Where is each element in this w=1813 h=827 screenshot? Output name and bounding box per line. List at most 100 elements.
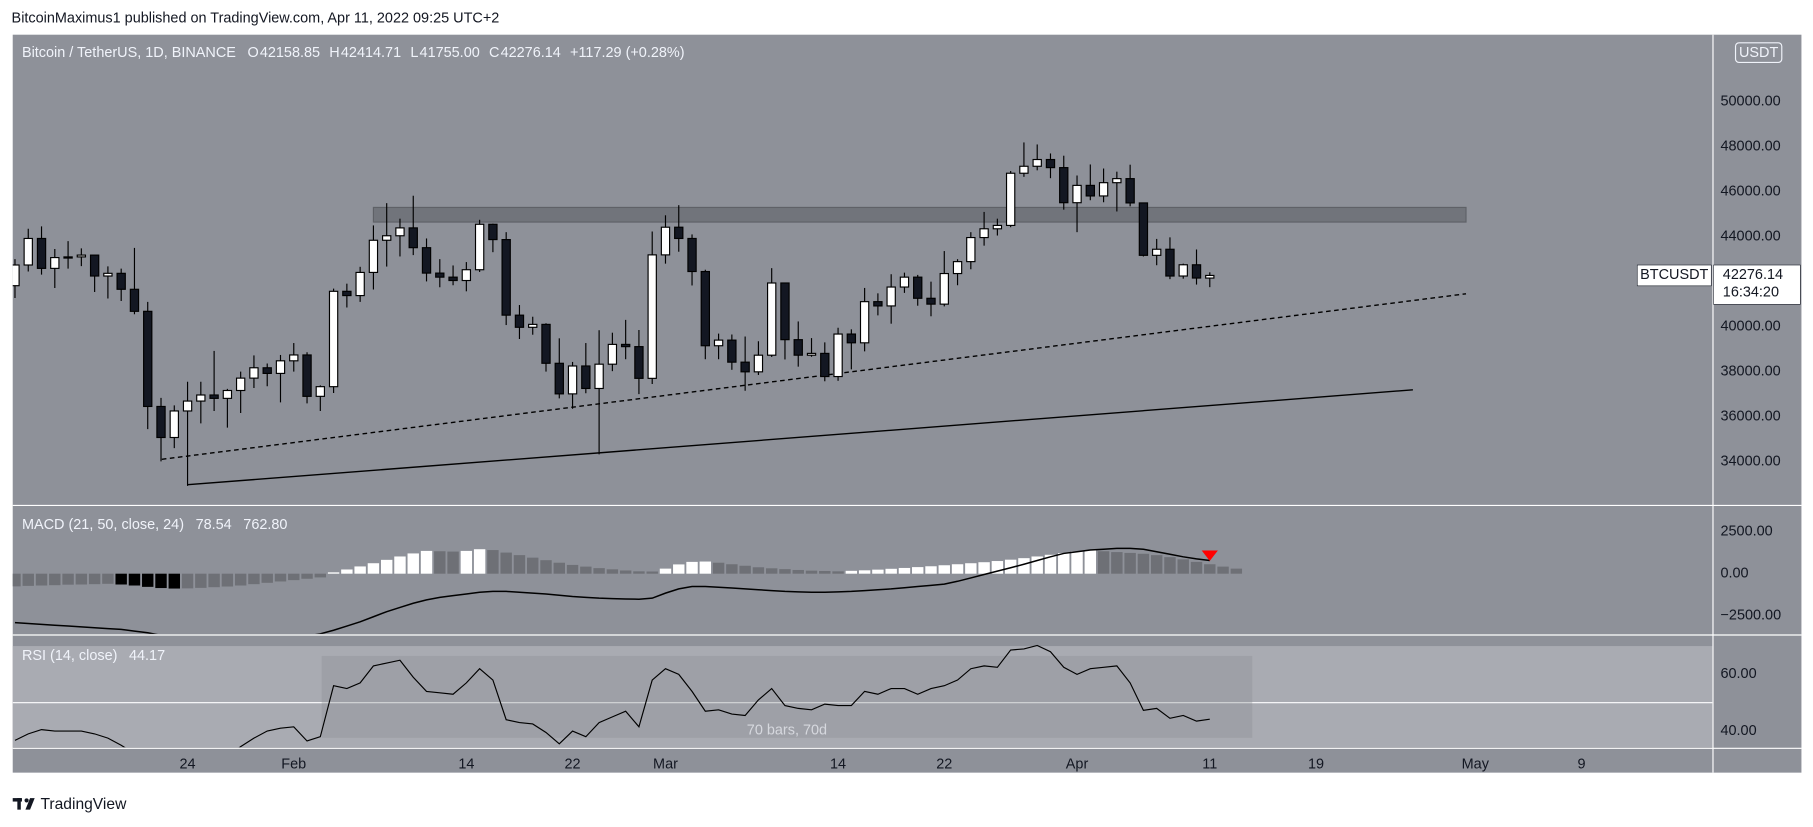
- candle-body: [129, 288, 140, 312]
- histogram-bar: [288, 573, 300, 581]
- histogram-bar: [938, 565, 950, 574]
- histogram-bar: [208, 573, 220, 588]
- histogram-bar: [898, 567, 911, 574]
- candle-body: [1059, 167, 1069, 204]
- histogram-bar: [1150, 555, 1163, 574]
- histogram-bar: [447, 551, 459, 574]
- histogram-bar: [473, 549, 486, 574]
- histogram-bar: [765, 568, 778, 574]
- histogram-bar: [792, 569, 804, 574]
- histogram-bar: [261, 573, 273, 583]
- histogram-bar: [1177, 559, 1189, 574]
- candle-body: [939, 272, 949, 305]
- candle-body: [289, 354, 299, 362]
- candle-body: [169, 410, 179, 439]
- price-label: 42276.14: [1723, 267, 1783, 283]
- ohlc-value: 42414.71: [341, 45, 401, 61]
- histogram-bar: [88, 573, 101, 585]
- histogram-bar: [301, 573, 313, 579]
- tradingview-logo: [12, 798, 35, 810]
- candle-body: [780, 282, 790, 341]
- histogram-bar: [752, 567, 765, 574]
- ohlc-label: C: [489, 45, 499, 61]
- x-tick-label: 22: [936, 756, 952, 772]
- candle-body: [328, 290, 339, 388]
- candle-body: [156, 405, 166, 439]
- histogram-bar: [686, 561, 698, 574]
- range-label: 70 bars, 70d: [747, 723, 827, 739]
- candle-body: [1151, 248, 1162, 256]
- candle-body: [196, 394, 206, 402]
- histogram-bar: [646, 571, 658, 574]
- rsi-pane: 70 bars, 70d: [12, 644, 1713, 748]
- candle-body: [660, 226, 671, 256]
- candle-body: [859, 301, 870, 344]
- candle-body: [262, 367, 272, 374]
- candle-body: [1178, 264, 1188, 277]
- histogram-bar: [128, 573, 141, 586]
- histogram-bar: [845, 570, 858, 574]
- candle-body: [873, 301, 883, 307]
- histogram-bar: [712, 562, 725, 574]
- histogram-bar: [1217, 566, 1229, 574]
- histogram-bar: [593, 568, 605, 574]
- candle-body: [461, 269, 472, 282]
- histogram-bar: [1004, 559, 1017, 574]
- symbol-label: BTCUSDT: [1640, 267, 1708, 283]
- candle-body: [182, 400, 193, 412]
- y-tick-label: 36000.00: [1721, 408, 1781, 424]
- histogram-bar: [181, 573, 194, 589]
- histogram-bar: [1204, 564, 1216, 574]
- candle-body: [368, 239, 379, 273]
- candle-body: [275, 360, 286, 374]
- histogram-bar: [380, 559, 393, 574]
- histogram-bar: [341, 569, 353, 574]
- y-tick-label: 0.00: [1721, 566, 1749, 582]
- macd-line: [14, 547, 1210, 634]
- candle-body: [63, 256, 73, 259]
- histogram-bar: [62, 573, 74, 585]
- y-tick-label: 50000.00: [1721, 94, 1781, 110]
- legend: Bitcoin / TetherUS, 1D, BINANCE O42158.85…: [22, 45, 685, 61]
- candle-body: [23, 237, 33, 266]
- candle-body: [302, 354, 312, 397]
- histogram-bar: [885, 568, 897, 574]
- candle-body: [528, 323, 538, 328]
- histogram-bar: [22, 573, 34, 586]
- legend: MACD (21, 50, close, 24) 78.54 762.80: [22, 517, 287, 533]
- histogram-bar: [606, 569, 619, 574]
- histogram-bar: [367, 563, 380, 574]
- histogram-bar: [673, 564, 685, 574]
- histogram-bar: [1031, 556, 1043, 574]
- currency-box[interactable]: [1734, 42, 1783, 64]
- histogram-bar: [1071, 551, 1083, 574]
- candle-body: [674, 226, 684, 240]
- histogram-bar: [500, 552, 512, 574]
- histogram-bar: [580, 566, 592, 574]
- histogram-bar: [1084, 550, 1097, 574]
- candle-body: [886, 286, 896, 307]
- candle-body: [435, 272, 445, 278]
- candle-body: [222, 389, 233, 399]
- candle-body: [408, 227, 418, 249]
- candle-body: [1138, 202, 1149, 256]
- candle-body: [793, 339, 803, 356]
- ohlc-value: 41755.00: [420, 45, 480, 61]
- candle-body: [342, 290, 352, 297]
- histogram-bar: [314, 573, 327, 578]
- candle-body: [36, 237, 47, 269]
- y-tick-label: 44000.00: [1721, 228, 1781, 244]
- candle-body: [952, 261, 963, 275]
- histogram-bar: [912, 567, 924, 574]
- candle-body: [501, 239, 511, 316]
- candle-body: [926, 297, 936, 305]
- candle-body: [209, 394, 219, 399]
- candle-body: [89, 254, 100, 277]
- indicator-value: 78.54: [196, 517, 232, 533]
- histogram-bar: [142, 573, 154, 587]
- histogram-bar: [434, 551, 446, 574]
- candle-body: [514, 314, 525, 328]
- histogram-bar: [327, 572, 340, 574]
- change: +117.29 (+0.28%): [570, 45, 684, 61]
